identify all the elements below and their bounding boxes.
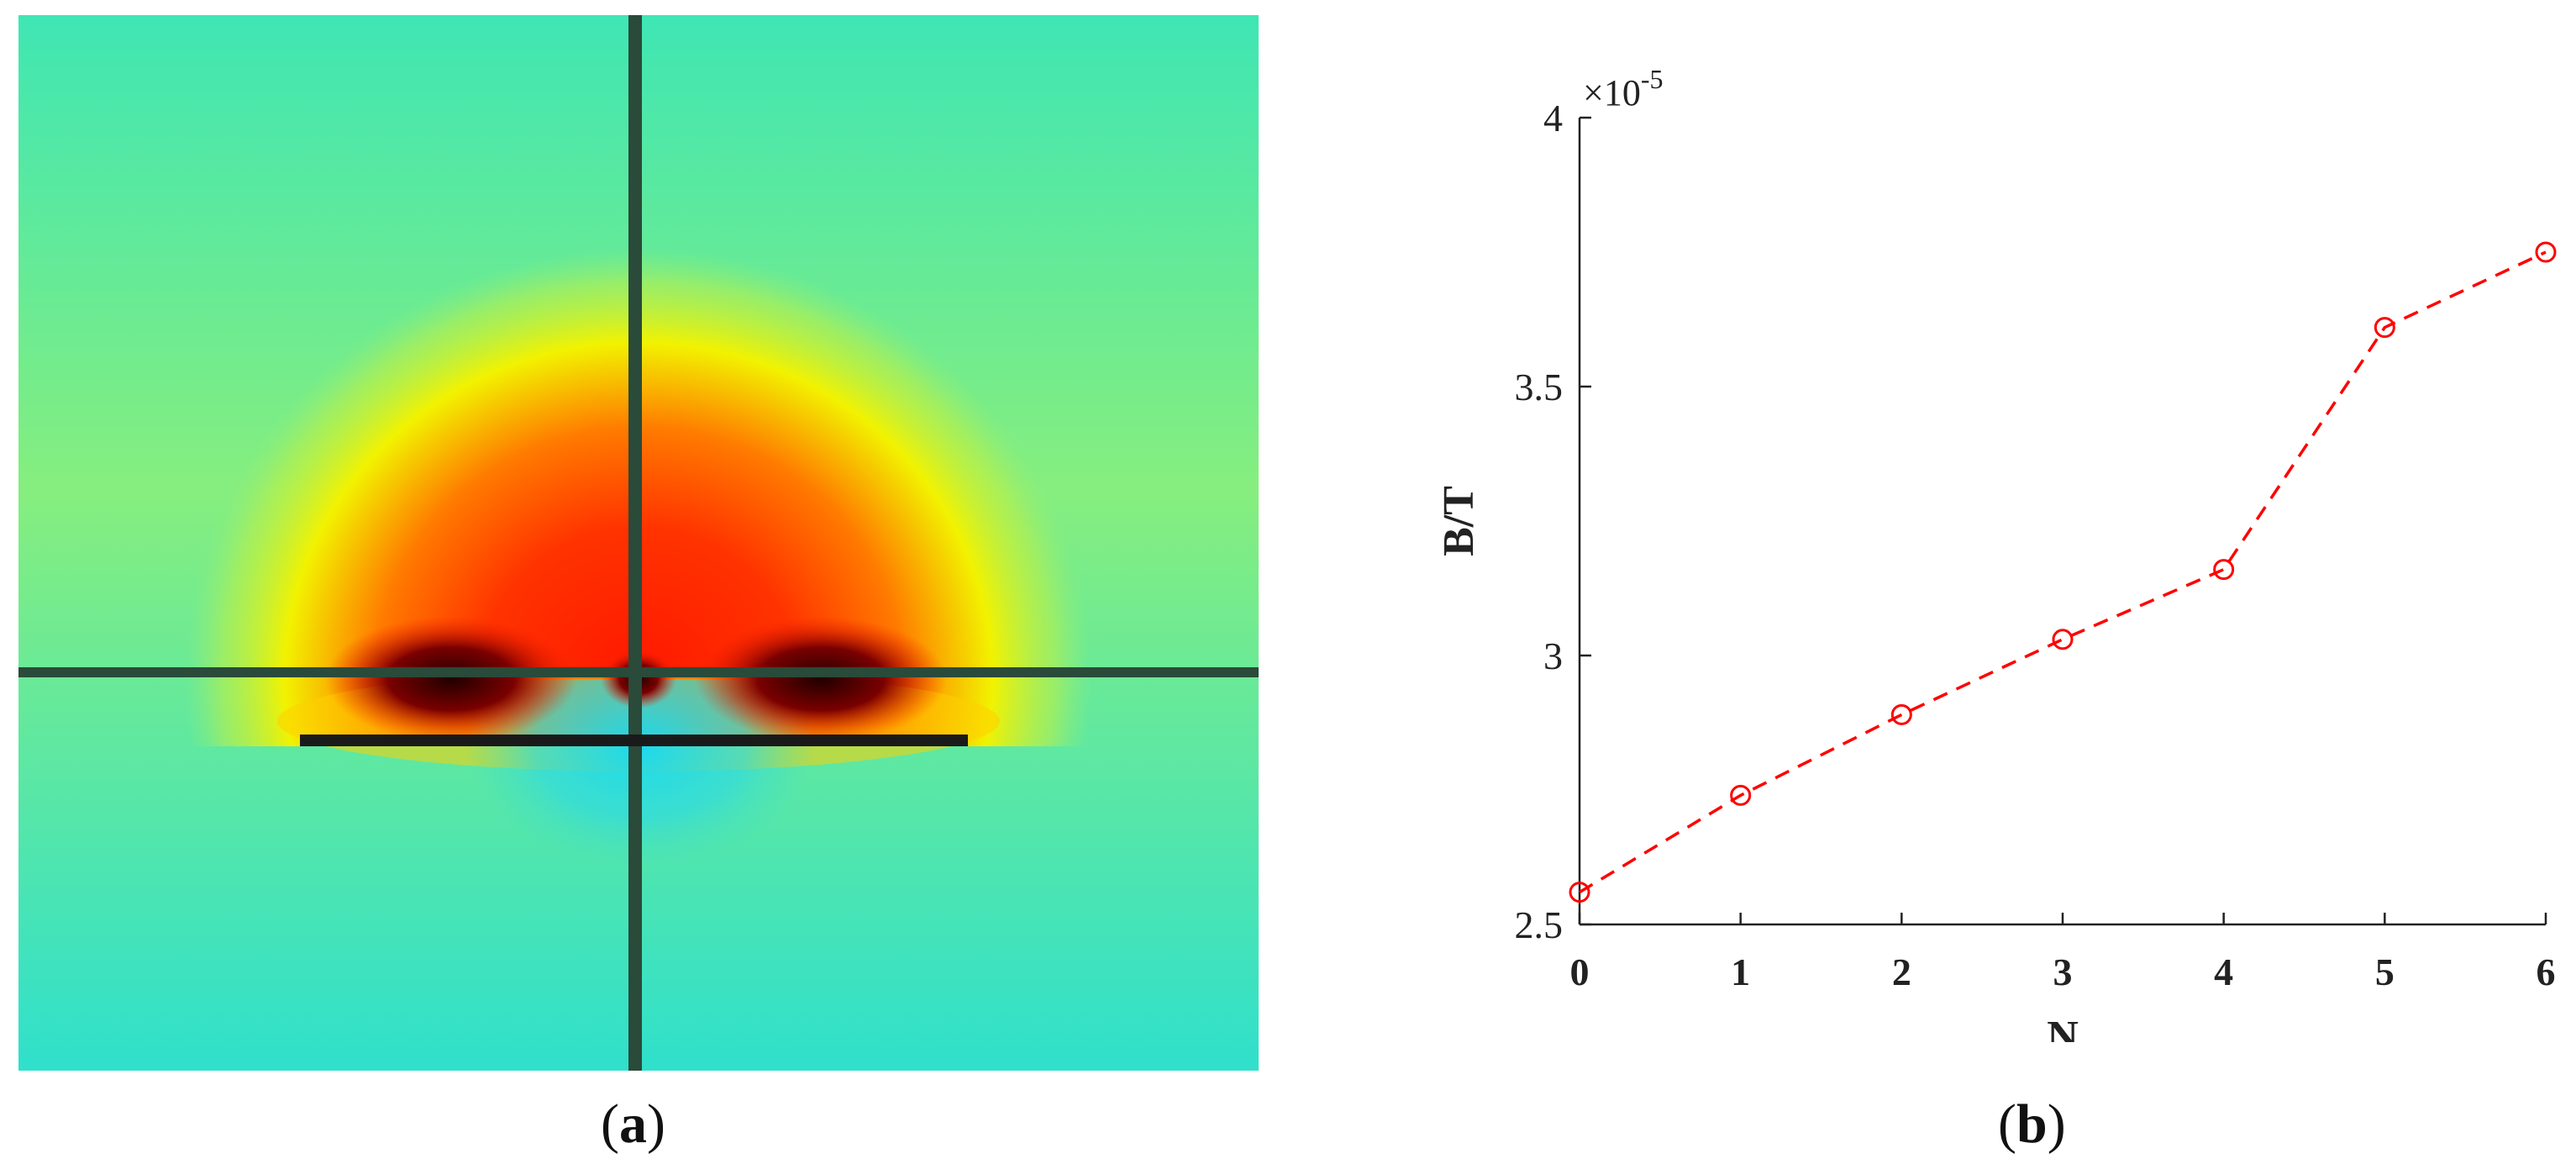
data-point <box>2213 559 2235 581</box>
multiplier-base: ×10 <box>1583 72 1641 113</box>
x-tick-label: 3 <box>2053 950 2073 993</box>
line-chart: 0 1 2 3 4 5 6 2.5 3 3.5 4 B/T N ×10-5 <box>1412 50 2576 1042</box>
multiplier-exponent: -5 <box>1641 64 1664 94</box>
panel-label-b: (b) <box>1998 1093 2066 1155</box>
data-point <box>2374 317 2395 339</box>
hot-spot-right <box>695 616 947 742</box>
x-tick-label: 5 <box>2375 950 2395 993</box>
y-axis-label: B/T <box>1435 486 1483 556</box>
y-tick-label: 3.5 <box>1515 366 1564 408</box>
data-point <box>1569 882 1590 903</box>
x-tick-label: 1 <box>1731 950 1750 993</box>
data-point <box>2052 629 2074 650</box>
series-line <box>1579 250 2547 894</box>
x-tick-label: 0 <box>1570 950 1590 993</box>
y-tick-label: 4 <box>1543 97 1563 140</box>
field-heatmap <box>18 15 1259 1071</box>
x-tick-label: 4 <box>2214 950 2233 993</box>
axes <box>1578 118 2546 926</box>
panel-label-a: (a) <box>601 1093 665 1155</box>
x-axis-label: N <box>2047 1013 2079 1042</box>
x-tick-label: 6 <box>2537 950 2556 993</box>
data-point <box>1730 784 1752 806</box>
data-point <box>1890 703 1912 725</box>
hot-spot-left <box>325 616 577 742</box>
x-tick-label: 2 <box>1892 950 1911 993</box>
y-axis-multiplier: ×10-5 <box>1583 64 1663 113</box>
data-point <box>2535 241 2557 263</box>
y-tick-label: 3 <box>1543 635 1563 677</box>
y-tick-label: 2.5 <box>1515 903 1564 946</box>
